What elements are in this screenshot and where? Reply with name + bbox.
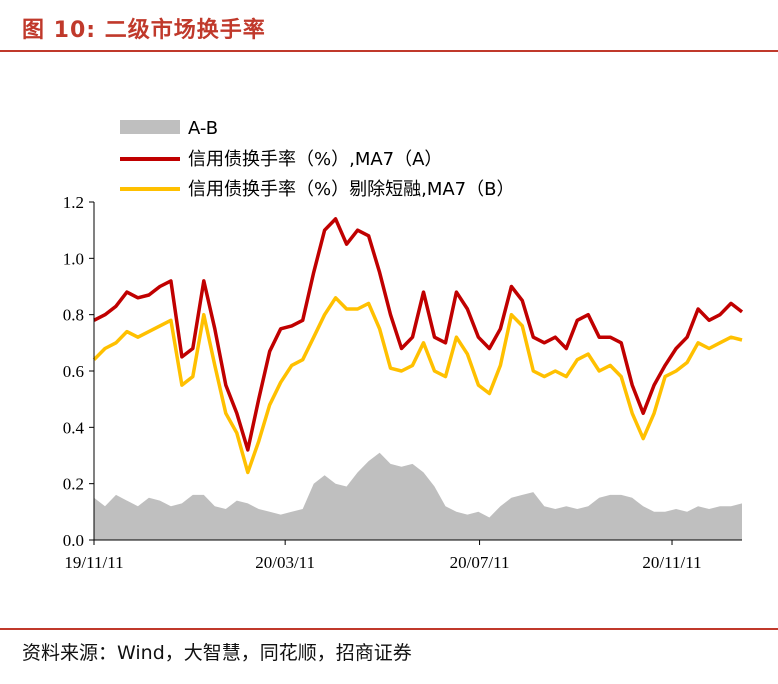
y-tick-label: 1.2 [63, 193, 84, 212]
source-note: 资料来源：Wind，大智慧，同花顺，招商证券 [22, 642, 412, 664]
legend-label-b: 信用债换手率（%）剔除短融,MA7（B） [188, 179, 514, 200]
y-tick-label: 1.0 [63, 249, 84, 268]
series-area-ab [94, 452, 742, 540]
y-tick-label: 0.4 [63, 418, 85, 437]
x-tick-label: 20/11/11 [642, 553, 701, 572]
x-tick-label: 20/07/11 [450, 553, 510, 572]
footer-rule [0, 628, 778, 630]
x-tick-label: 20/03/11 [255, 553, 315, 572]
series-line-b [92, 296, 743, 475]
figure-title: 图 10: 二级市场换手率 [22, 18, 266, 43]
series-line-a [93, 217, 744, 452]
legend-label-area: A-B [188, 118, 218, 139]
legend: A-B 信用债换手率（%）,MA7（A） 信用债换手率（%）剔除短融,MA7（B… [120, 118, 514, 200]
y-tick-label: 0.0 [63, 531, 84, 550]
legend-swatch-area [120, 120, 180, 134]
plot-area: 0.0 0.2 0.4 0.6 0.8 1.0 1.2 19/11/11 20/03/11 20/… [63, 193, 744, 572]
title-bar: 图 10: 二级市场换手率 [0, 0, 778, 52]
y-tick-label: 0.6 [63, 362, 84, 381]
chart: A-B 信用债换手率（%）,MA7（A） 信用债换手率（%）剔除短融,MA7（B… [63, 118, 744, 572]
y-tick-label: 0.8 [63, 306, 84, 325]
x-tick-label: 19/11/11 [64, 553, 123, 572]
legend-label-a: 信用债换手率（%）,MA7（A） [188, 149, 442, 170]
y-tick-label: 0.2 [63, 475, 84, 494]
title-rule [0, 50, 778, 52]
